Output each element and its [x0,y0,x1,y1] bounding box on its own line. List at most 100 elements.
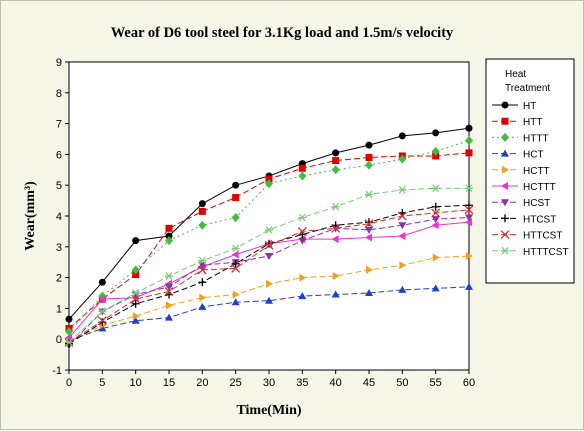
x-tick-label: 25 [230,377,242,389]
data-point-hctt [232,290,240,299]
data-point-httt [198,220,207,230]
data-point-hct [131,316,140,324]
data-point-ht [465,124,473,132]
data-point-hcttt [331,235,339,244]
data-point-httcst [297,226,307,236]
data-point-htt [265,175,273,183]
data-point-ht [432,129,440,137]
data-point-httt [231,213,240,223]
data-point-hctt [432,253,440,262]
y-tick-label: 6 [56,149,62,161]
data-point-httt [298,171,307,181]
y-tick-label: 3 [56,242,62,254]
legend-label-hctt: HCTT [523,166,550,177]
x-tick-label: 50 [396,377,408,389]
data-point-hctt [132,312,140,321]
data-point-htttcst [265,225,273,234]
legend-marker-hct [501,149,509,157]
y-tick-label: 9 [56,57,62,69]
data-point-httt [65,327,73,336]
data-point-htttcst [398,185,407,194]
x-tick-label: 30 [263,377,275,389]
legend-label-htttcst: HTTTCST [523,247,569,258]
y-tick-label: 4 [56,211,62,223]
data-point-htttcst [131,289,140,297]
data-point-httcst [164,287,174,296]
data-point-hcst [198,262,207,270]
series-httt [65,136,473,336]
data-point-ht [398,132,406,140]
legend-label-hct: HCT [523,150,544,161]
data-point-httcst [331,223,341,233]
legend-marker-htcst [501,214,509,223]
data-point-hcst [265,253,273,261]
data-point-httcst [197,265,207,275]
data-point-htcst [431,202,440,211]
x-tick-label: 55 [430,377,442,389]
data-point-hcst [165,283,173,291]
y-axis-label: Wear(mm³) [23,181,38,251]
plot-background [68,61,470,371]
data-point-hctt [466,252,473,261]
data-point-httt [431,146,440,156]
data-point-hctt [299,273,307,282]
data-point-httt [265,179,273,189]
legend-marker-hcst [501,199,509,207]
data-point-httcst [231,263,241,273]
data-point-htcst [231,259,240,268]
legend-label-htcst: HTCST [523,214,556,225]
data-point-htttcst [65,338,73,347]
legend-label-hcttt: HCTTT [523,182,556,193]
y-tick-label: 1 [56,303,62,315]
y-tick-label: 5 [56,180,62,192]
y-tick-label: 2 [56,273,62,285]
data-point-hctt [166,301,173,310]
data-point-hcst [365,226,373,234]
data-point-htttcst [165,272,173,280]
data-point-httcst [431,208,441,218]
data-point-htttcst [98,307,107,316]
legend-marker-httt [501,132,509,142]
data-point-hctt [266,279,273,288]
legend-label-ht: HT [523,101,536,112]
data-point-htt [365,153,373,161]
data-point-htcst [465,201,473,210]
legend-box [485,58,575,284]
data-point-hct [265,296,273,304]
legend-title-line2: Treatment [505,83,550,94]
legend-title-line1: Heat [505,69,526,80]
data-point-hcttt [65,333,72,342]
data-point-htcst [65,339,73,348]
data-point-httt [365,160,373,170]
data-point-htttcst [231,244,240,253]
data-point-ht [198,200,206,208]
data-point-hctt [399,261,407,270]
legend-label-hcst: HCST [523,198,550,209]
x-axis-label: Time(Min) [236,403,301,418]
data-point-htttcst [365,190,373,199]
data-point-hcttt [398,232,406,241]
legend-label-htt: HTT [523,117,542,128]
data-point-ht [165,232,173,240]
data-point-htt [332,157,340,165]
y-tick-label: 0 [56,334,62,346]
legend-marker-hcttt [501,182,508,190]
data-point-httt [131,265,140,275]
data-point-htcst [198,278,207,287]
data-point-htttcst [198,256,207,265]
data-point-httcst [397,211,407,221]
data-point-htt [198,207,206,215]
legend: Heat Treatment HT HTT HTTT HCT HCTT HCTTT HCST… [485,58,575,284]
series-hcst [65,214,473,350]
y-tick-label: 8 [56,88,62,100]
data-point-hcst [465,214,473,222]
legend-marker-htttcst [501,246,509,255]
data-point-hcst [298,237,307,245]
data-point-hcttt [98,295,106,304]
data-point-htcst [365,218,373,227]
data-point-htt [465,149,473,157]
data-point-htt [132,271,140,279]
